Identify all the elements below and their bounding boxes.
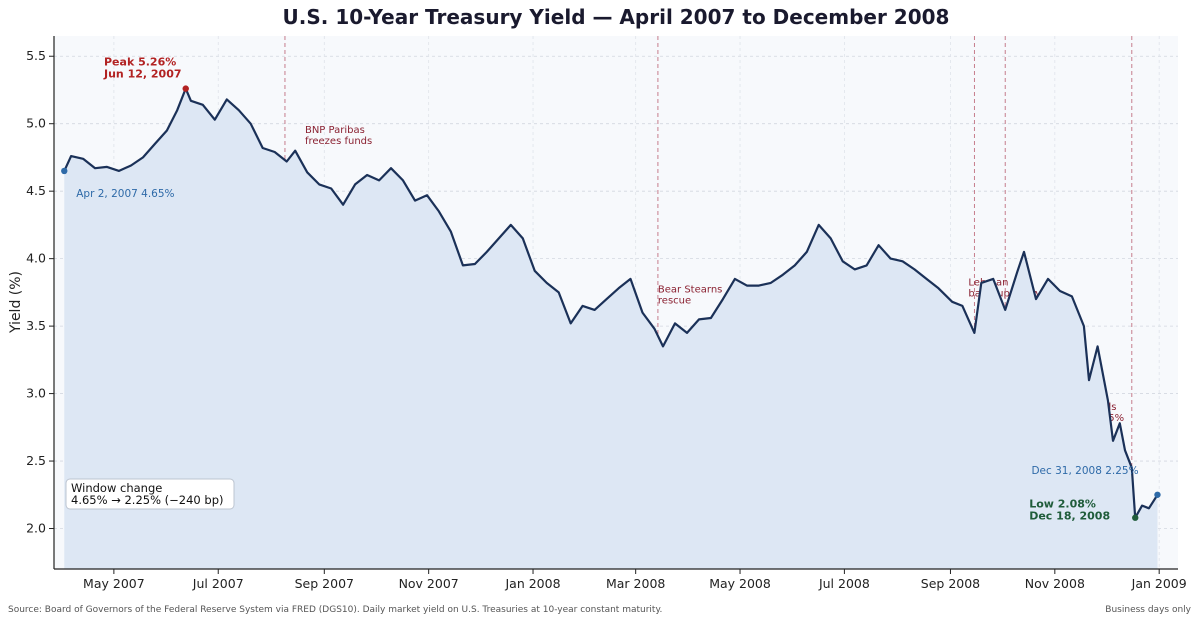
y-axis-label: Yield (%) xyxy=(8,271,24,334)
y-tick-label: 5.0 xyxy=(26,116,46,131)
x-tick-label: May 2007 xyxy=(83,576,145,591)
summary-box-frame xyxy=(65,478,235,510)
event-label: BNP Paribas freezes funds xyxy=(305,125,372,147)
y-tick-label: 3.5 xyxy=(26,318,46,333)
peak-date-label: Jun 12, 2007 xyxy=(103,68,182,81)
peak-value-label: Peak 5.26% xyxy=(104,56,176,69)
x-tick-label: Jan 2008 xyxy=(504,576,560,591)
start-label: Apr 2, 2007 4.65% xyxy=(76,188,174,200)
summary-box-change: 4.65% → 2.25% (−240 bp) xyxy=(71,493,223,507)
source-note: Source: Board of Governors of the Federa… xyxy=(8,605,662,615)
start-point xyxy=(61,167,68,175)
chart-title: U.S. 10-Year Treasury Yield — April 2007… xyxy=(283,5,950,29)
business-days-note: Business days only xyxy=(1105,605,1191,615)
y-tick-label: 2.0 xyxy=(26,521,46,536)
y-tick-label: 4.5 xyxy=(26,183,46,198)
y-tick-label: 5.5 xyxy=(26,48,46,63)
low-point xyxy=(1132,514,1139,521)
x-tick-label: May 2008 xyxy=(709,576,771,591)
axes xyxy=(49,36,1178,574)
tick-labels: 2.0 2.5 3.0 3.5 4.0 4.5 5.0 5.5 May 2007 Jul 2007… xyxy=(26,48,1187,591)
end-point xyxy=(1154,491,1161,498)
y-tick-label: 3.0 xyxy=(26,386,46,401)
x-tick-label: Jan 2009 xyxy=(1131,576,1187,591)
x-tick-label: Mar 2008 xyxy=(606,576,665,591)
event-label: Bear Stearns rescue xyxy=(658,284,722,306)
summary-box-title: Window change xyxy=(71,481,162,495)
x-tick-label: Sep 2007 xyxy=(295,576,354,591)
y-tick-label: 4.0 xyxy=(26,251,46,266)
yield-area-fill xyxy=(64,88,1158,569)
annotations: Apr 2, 2007 4.65% Peak 5.26%Jun 12, 2007 L… xyxy=(61,56,1161,523)
yield-line xyxy=(63,87,1159,519)
y-tick-label: 2.5 xyxy=(26,453,46,468)
peak-point xyxy=(182,85,189,92)
low-date-label: Dec 18, 2008 xyxy=(1029,510,1110,523)
summary-box: Window change 4.65% → 2.25% (−240 bp) xyxy=(65,478,235,510)
x-tick-label: Nov 2007 xyxy=(399,576,459,591)
x-tick-label: Jul 2008 xyxy=(818,576,870,591)
x-tick-label: Sep 2008 xyxy=(921,576,980,591)
low-value-label: Low 2.08% xyxy=(1029,498,1096,511)
x-tick-label: Jul 2007 xyxy=(192,576,244,591)
end-label: Dec 31, 2008 2.25% xyxy=(1031,465,1138,477)
x-tick-label: Nov 2008 xyxy=(1025,576,1085,591)
